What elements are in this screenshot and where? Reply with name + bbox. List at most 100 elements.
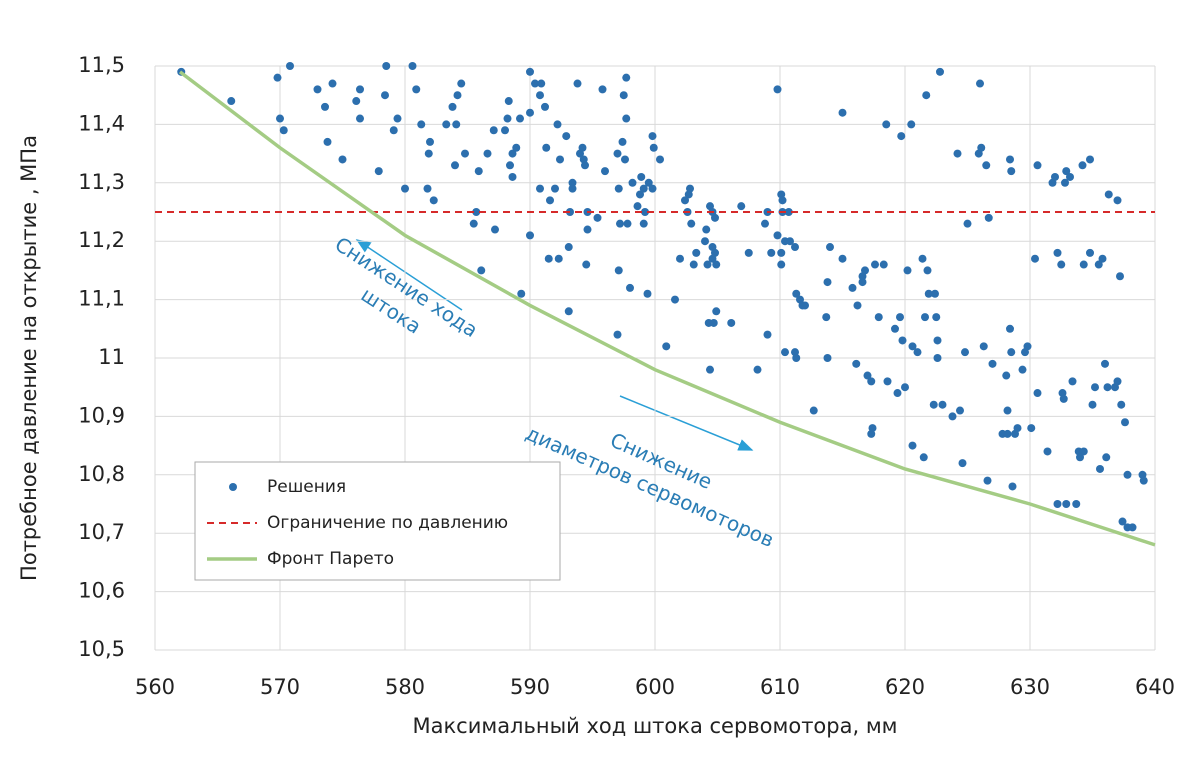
scatter-point bbox=[809, 406, 818, 415]
scatter-point bbox=[618, 137, 627, 146]
scatter-point bbox=[896, 313, 904, 322]
scatter-point bbox=[323, 137, 332, 146]
scatter-point bbox=[931, 289, 939, 298]
scatter-point bbox=[1031, 254, 1039, 263]
scatter-point bbox=[924, 289, 933, 298]
scatter-point bbox=[863, 371, 872, 380]
scatter-point bbox=[773, 231, 782, 240]
scatter-point bbox=[936, 67, 944, 76]
scatter-point bbox=[711, 213, 719, 222]
scatter-point bbox=[531, 79, 539, 88]
scatter-point bbox=[564, 307, 573, 316]
scatter-point bbox=[786, 237, 794, 246]
scatter-point bbox=[526, 67, 534, 76]
scatter-point bbox=[273, 73, 282, 82]
y-axis-title: Потребное давление на открытие , МПа bbox=[17, 135, 41, 581]
scatter-point bbox=[504, 97, 513, 106]
x-tick-label: 630 bbox=[1010, 675, 1050, 699]
scatter-point bbox=[823, 278, 832, 287]
scatter-point bbox=[737, 202, 746, 211]
scatter-point bbox=[1006, 324, 1014, 333]
legend-label: Фронт Парето bbox=[267, 549, 394, 569]
scatter-point bbox=[474, 167, 483, 176]
scatter-point bbox=[686, 184, 694, 193]
scatter-point bbox=[1013, 424, 1022, 433]
scatter-point bbox=[649, 143, 658, 152]
scatter-point bbox=[506, 161, 514, 170]
y-tick-label: 11 bbox=[98, 345, 125, 369]
scatter-point bbox=[619, 91, 628, 100]
scatter-point bbox=[907, 120, 916, 129]
scatter-point bbox=[1007, 348, 1016, 357]
scatter-point bbox=[958, 459, 967, 468]
scatter-point bbox=[578, 143, 587, 152]
y-tick-label: 11,5 bbox=[78, 53, 125, 77]
scatter-point bbox=[452, 120, 461, 129]
scatter-point bbox=[1098, 254, 1107, 263]
scatter-point bbox=[491, 225, 499, 234]
scatter-point bbox=[508, 172, 517, 181]
scatter-point bbox=[933, 354, 942, 362]
scatter-point bbox=[901, 383, 909, 392]
scatter-point bbox=[644, 178, 653, 187]
scatter-point bbox=[1043, 447, 1052, 456]
scatter-point bbox=[1062, 500, 1071, 508]
y-tick-label: 10,5 bbox=[78, 637, 125, 661]
scatter-point bbox=[982, 161, 991, 170]
scatter-point bbox=[712, 260, 721, 269]
scatter-point bbox=[423, 184, 432, 193]
scatter-point bbox=[1051, 172, 1059, 181]
scatter-point bbox=[871, 260, 879, 269]
scatter-point bbox=[276, 114, 284, 123]
scatter-point bbox=[643, 289, 652, 298]
scatter-point bbox=[417, 120, 426, 129]
scatter-point bbox=[554, 254, 563, 263]
scatter-point bbox=[636, 190, 644, 199]
scatter-point bbox=[542, 143, 551, 152]
scatter-point bbox=[908, 342, 917, 351]
scatter-point bbox=[352, 97, 361, 106]
scatter-point bbox=[882, 120, 891, 129]
scatter-point bbox=[1091, 383, 1099, 392]
scatter-point bbox=[614, 184, 623, 193]
y-tick-label: 10,8 bbox=[78, 462, 125, 486]
scatter-point bbox=[929, 400, 938, 409]
scatter-point bbox=[838, 254, 847, 263]
scatter-point bbox=[689, 260, 698, 269]
x-tick-label: 610 bbox=[760, 675, 800, 699]
scatter-point bbox=[412, 85, 421, 94]
scatter-point bbox=[858, 278, 867, 287]
scatter-point bbox=[671, 295, 679, 304]
scatter-point bbox=[1117, 400, 1126, 409]
scatter-point bbox=[628, 178, 637, 187]
scatter-point bbox=[551, 184, 559, 193]
annotation-arrow bbox=[619, 395, 754, 451]
scatter-point bbox=[648, 132, 657, 141]
scatter-point bbox=[919, 453, 928, 462]
scatter-point bbox=[382, 62, 391, 70]
scatter-point bbox=[897, 132, 906, 141]
scatter-point bbox=[773, 85, 782, 94]
scatter-point bbox=[687, 219, 696, 228]
scatter-point bbox=[712, 307, 721, 316]
scatter-point bbox=[921, 313, 929, 322]
scatter-point bbox=[763, 330, 772, 339]
scatter-point bbox=[918, 254, 927, 263]
scatter-point bbox=[701, 237, 709, 246]
scatter-point bbox=[593, 213, 602, 222]
scatter-point bbox=[546, 196, 554, 205]
scatter-point bbox=[641, 208, 649, 216]
scatter-point bbox=[848, 283, 857, 292]
scatter-point bbox=[777, 248, 786, 257]
scatter-point bbox=[356, 85, 364, 94]
scatter-point bbox=[703, 260, 712, 269]
scatter-point bbox=[516, 114, 524, 123]
y-tick-label: 10,6 bbox=[78, 579, 125, 603]
scatter-point bbox=[976, 79, 984, 88]
scatter-point bbox=[801, 301, 809, 310]
scatter-point bbox=[898, 336, 907, 345]
scatter-point bbox=[279, 126, 288, 135]
scatter-point bbox=[601, 167, 609, 176]
scatter-point bbox=[933, 336, 942, 345]
